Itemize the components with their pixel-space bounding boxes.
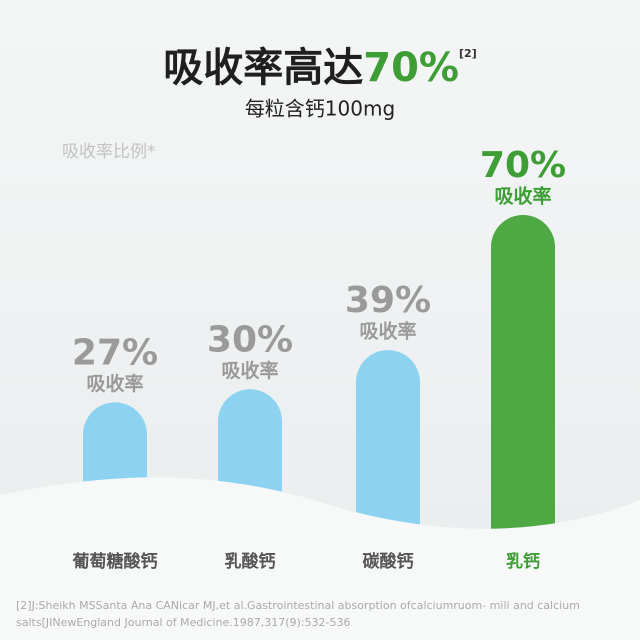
value-sublabel: 吸收率	[359, 320, 416, 343]
x-tick-label: 碳酸钙	[363, 551, 414, 572]
title-highlight: 70%	[363, 45, 459, 91]
value-label: 30%	[207, 319, 293, 360]
value-label: 39%	[345, 280, 431, 321]
subtitle: 每粒含钙100mg	[245, 97, 395, 121]
bar	[491, 215, 555, 600]
title-text: 吸收率高达	[163, 45, 363, 91]
x-tick-label: 乳酸钙	[225, 551, 276, 572]
wave	[0, 477, 640, 640]
labels: 葡萄糖酸钙 乳酸钙 碳酸钙 乳钙	[72, 551, 541, 572]
chart-title: 吸收率高达70%[2]	[163, 45, 476, 91]
footnote: [2]J:Sheikh MSSanta Ana CANicar MJ,et al…	[16, 599, 580, 612]
x-tick-label: 乳钙	[506, 551, 540, 572]
value-sublabel: 吸收率	[494, 185, 551, 208]
value-sublabel: 吸收率	[221, 359, 278, 382]
footnote: salts[JINewEngland Journal of Medicine.1…	[16, 616, 351, 629]
value-sublabel: 吸收率	[86, 372, 143, 395]
value-label: 70%	[480, 145, 566, 186]
y-label: 吸收率比例*	[62, 142, 156, 162]
value-label: 27%	[72, 332, 158, 373]
title-ref: [2]	[459, 47, 477, 60]
x-tick-label: 葡萄糖酸钙	[72, 551, 158, 572]
